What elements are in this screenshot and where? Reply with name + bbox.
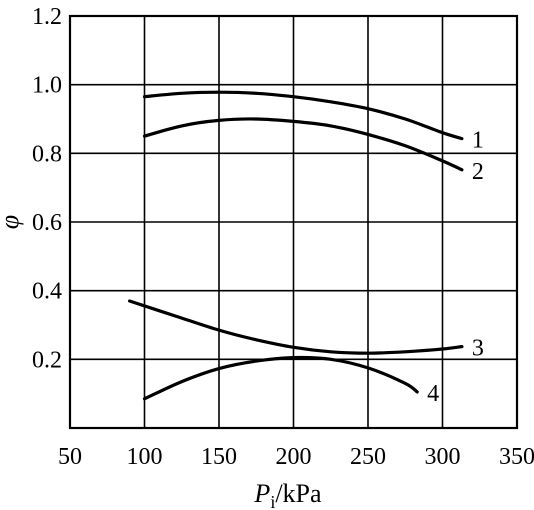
x-tick-label: 50: [58, 444, 82, 470]
x-tick-labels: 50 100 150 200 250 300 350: [58, 444, 534, 470]
series-line-3: [128, 299, 464, 355]
x-tick-label: 200: [276, 444, 312, 470]
series-lines: 1 2 3 4: [128, 90, 484, 407]
series-label-1: 1: [472, 128, 484, 154]
x-axis-title: Pi/kPa: [253, 479, 322, 510]
x-tick-label: 350: [499, 444, 534, 470]
y-tick-label: 1.0: [32, 73, 62, 99]
series-line-4: [142, 355, 419, 401]
y-tick-label: 0.8: [32, 141, 62, 167]
y-tick-label: 0.6: [32, 210, 62, 236]
series-line-2: [142, 117, 464, 172]
grid-lines: [69, 15, 518, 428]
y-tick-label: 0.4: [32, 279, 62, 305]
plot-frame: [68, 14, 519, 430]
y-tick-labels: 0.2 0.4 0.6 0.8 1.0 1.2: [32, 4, 62, 373]
x-tick-label: 250: [350, 444, 386, 470]
x-tick-label: 100: [127, 444, 163, 470]
y-axis-title: φ: [0, 215, 24, 229]
x-tick-label: 150: [201, 444, 237, 470]
x-axis-symbol: P: [253, 479, 270, 508]
x-tick-label: 300: [425, 444, 461, 470]
series-label-4: 4: [427, 381, 439, 407]
y-tick-label: 1.2: [32, 4, 62, 30]
y-tick-label: 0.2: [32, 347, 62, 373]
series-label-2: 2: [472, 159, 484, 185]
x-axis-subscript: i: [270, 492, 275, 510]
series-line-1: [142, 90, 464, 141]
series-label-3: 3: [472, 336, 484, 362]
x-axis-unit: /kPa: [275, 479, 322, 508]
